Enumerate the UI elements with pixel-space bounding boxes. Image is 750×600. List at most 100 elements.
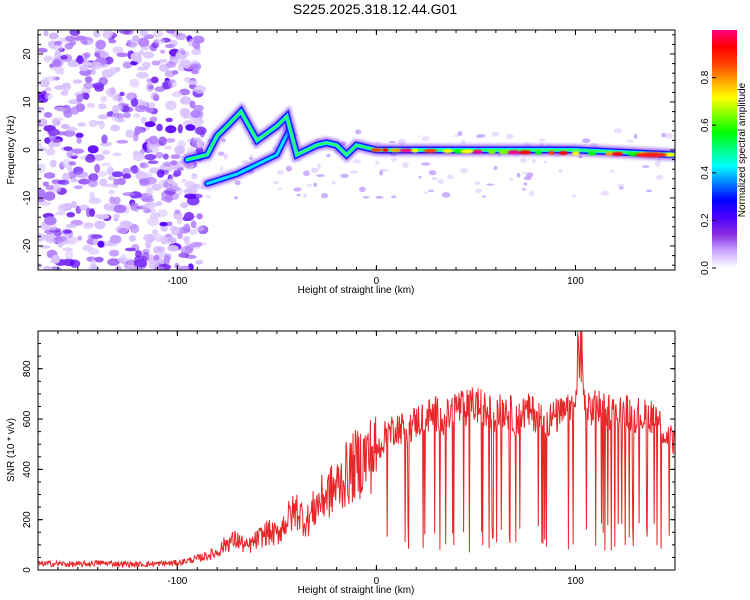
noise-blob	[438, 178, 444, 185]
noise-blob	[63, 109, 73, 118]
noise-blob	[189, 100, 196, 109]
noise-blob	[122, 167, 131, 176]
noise-blob	[60, 123, 70, 129]
noise-blob	[43, 265, 53, 270]
noise-blob	[120, 253, 127, 262]
noise-blob	[38, 191, 47, 199]
noise-blob	[223, 154, 228, 160]
spectrogram-noise-blobs	[38, 30, 673, 270]
noise-blob	[117, 177, 126, 186]
noise-blob	[38, 47, 48, 53]
noise-blob	[184, 180, 196, 189]
snr-ytick-label: 200	[22, 511, 33, 528]
noise-blob	[165, 138, 176, 143]
noise-blob	[93, 30, 101, 38]
tone-hotspot	[612, 151, 624, 156]
noise-blob	[148, 254, 154, 262]
spectrogram-ytick-label: 20	[22, 48, 33, 60]
noise-blob	[54, 106, 67, 112]
noise-blob	[155, 200, 163, 207]
noise-blob	[61, 83, 70, 90]
noise-blob	[189, 229, 198, 236]
spectrogram-ytick-label: 0	[22, 147, 33, 153]
noise-blob	[51, 254, 61, 264]
noise-blob	[147, 160, 159, 165]
noise-blob	[108, 249, 120, 257]
noise-blob	[43, 111, 53, 119]
noise-blob	[543, 160, 548, 163]
noise-blob	[94, 220, 106, 230]
noise-blob	[144, 121, 156, 128]
snr-series-line	[38, 331, 675, 569]
noise-blob	[131, 164, 139, 174]
tone-hotspot	[571, 151, 580, 156]
noise-blob	[126, 39, 132, 47]
noise-blob	[316, 174, 325, 177]
noise-blob	[82, 40, 88, 45]
spectrogram-ytick-label: -10	[22, 190, 33, 205]
noise-blob	[186, 165, 192, 168]
noise-blob	[375, 141, 382, 145]
noise-blob	[165, 117, 173, 123]
noise-blob	[172, 91, 183, 98]
noise-blob	[600, 190, 610, 196]
noise-blob	[571, 194, 577, 198]
noise-blob	[143, 233, 156, 242]
colorbar-gradient	[712, 30, 737, 268]
noise-blob	[113, 204, 127, 214]
noise-blob	[177, 139, 186, 150]
noise-blob	[129, 78, 140, 88]
noise-blob	[391, 157, 398, 162]
noise-blob	[97, 240, 105, 248]
noise-blob	[54, 211, 66, 216]
noise-blob	[78, 178, 91, 185]
noise-blob	[134, 125, 141, 136]
noise-blob	[375, 196, 384, 199]
noise-blob	[531, 158, 536, 164]
noise-blob	[190, 193, 203, 199]
colorbar-tick-label: 0.8	[700, 70, 711, 84]
noise-blob	[90, 258, 97, 268]
noise-blob	[138, 37, 150, 47]
noise-blob	[149, 116, 158, 123]
noise-blob	[122, 111, 131, 119]
noise-blob	[178, 252, 190, 258]
noise-blob	[183, 211, 195, 221]
snr-panel: -100 0 100 0 200 400 600 800 Height of straigh…	[6, 330, 676, 596]
noise-blob	[192, 177, 198, 180]
noise-blob	[57, 203, 68, 213]
noise-blob	[143, 208, 151, 214]
noise-blob	[103, 203, 112, 211]
snr-ytick-label: 800	[22, 360, 33, 377]
noise-blob	[40, 118, 48, 127]
snr-ytick-label: 600	[22, 410, 33, 427]
noise-blob	[190, 220, 197, 229]
noise-blob	[83, 82, 95, 89]
noise-blob	[164, 70, 176, 78]
noise-blob	[76, 137, 82, 144]
noise-blob	[73, 185, 83, 190]
noise-blob	[528, 190, 535, 197]
colorbar-ticks: 0.0 0.2 0.4 0.6 0.8	[700, 70, 716, 275]
noise-blob	[195, 259, 204, 265]
noise-blob	[93, 154, 105, 161]
noise-blob	[248, 157, 254, 160]
spectrogram-xtick-label: 100	[567, 276, 584, 287]
noise-blob	[146, 186, 154, 197]
noise-blob	[43, 30, 49, 37]
noise-blob	[399, 141, 404, 146]
noise-blob	[67, 166, 73, 173]
noise-blob	[52, 58, 64, 68]
noise-blob	[523, 182, 528, 186]
colorbar-label: Normalized spectral amplitude	[737, 82, 748, 217]
noise-blob	[100, 95, 108, 103]
noise-blob	[153, 254, 160, 261]
noise-blob	[66, 126, 78, 132]
noise-blob	[310, 167, 319, 173]
noise-blob	[88, 173, 99, 182]
noise-blob	[85, 155, 96, 163]
noise-blob	[446, 174, 454, 180]
tone-hotspot	[390, 148, 401, 153]
noise-blob	[205, 195, 212, 199]
